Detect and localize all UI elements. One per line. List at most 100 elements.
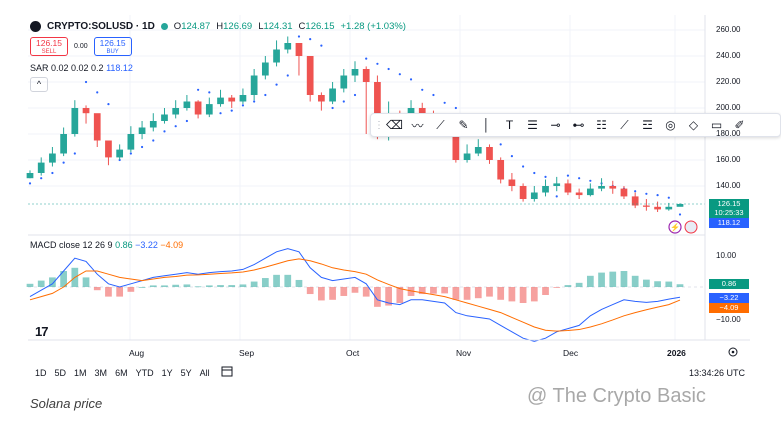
range-5d[interactable]: 5D: [54, 368, 67, 378]
histogram-bar: [564, 285, 572, 287]
candle-body: [452, 127, 460, 160]
path-icon[interactable]: ⟋: [620, 117, 629, 132]
histogram-bar: [654, 281, 661, 287]
histogram-bar: [486, 287, 493, 297]
range-3m[interactable]: 3M: [94, 368, 108, 378]
replay-icon[interactable]: [668, 220, 682, 234]
eraser-icon[interactable]: ⌫: [386, 118, 403, 132]
sar-dot: [432, 93, 435, 97]
comment-icon[interactable]: ▭: [710, 118, 723, 132]
pencil-icon[interactable]: ✐: [734, 118, 745, 132]
replay-icons[interactable]: ⚡: [668, 220, 698, 234]
candle-body: [306, 56, 314, 95]
sar-dot: [678, 213, 682, 216]
candle-body: [116, 149, 124, 158]
symbol-title[interactable]: CRYPTO:SOLUSD · 1D: [47, 21, 155, 32]
histogram-bar: [643, 279, 650, 287]
sar-dot: [667, 196, 670, 199]
range-1d[interactable]: 1D: [35, 368, 47, 378]
sar-dot: [264, 93, 267, 97]
histogram-bar: [261, 278, 269, 287]
candle-body: [598, 186, 605, 189]
histogram-bar: [362, 287, 370, 297]
histogram-bar: [598, 272, 605, 287]
sar-dot: [219, 112, 222, 115]
range-1m[interactable]: 1M: [74, 368, 87, 378]
sar-dot: [107, 103, 110, 106]
sar-dot: [376, 62, 379, 65]
horizontal-line-icon[interactable]: ⊷: [572, 118, 585, 132]
us-flag-icon[interactable]: [684, 220, 698, 234]
histogram-bar: [497, 287, 505, 300]
histogram-bar: [82, 277, 90, 287]
histogram-bar: [60, 271, 67, 287]
sar-label: SAR 0.02 0.02 0.2: [30, 63, 104, 73]
sar-dot: [208, 91, 211, 94]
collapse-legend-button[interactable]: ^: [30, 77, 48, 92]
sar-value: 118.12: [106, 63, 133, 73]
sar-dot: [28, 182, 32, 185]
open-value: 124.87: [181, 21, 211, 32]
polygon-icon[interactable]: ◇: [688, 118, 699, 132]
candle-body: [284, 43, 292, 50]
candle-body: [172, 108, 180, 115]
histogram-bar: [161, 285, 168, 287]
text-icon[interactable]: T: [505, 118, 514, 132]
histogram-bar: [542, 287, 549, 295]
macd-histogram: [26, 267, 684, 307]
sar-dot: [454, 106, 457, 110]
histogram-bar: [205, 285, 213, 287]
histogram-bar: [631, 275, 639, 287]
candle-body: [631, 196, 639, 206]
candle-body: [295, 43, 303, 56]
candle-body: [228, 97, 236, 102]
zigzag-icon[interactable]: 〰: [411, 118, 424, 133]
macd-legend[interactable]: MACD close 12 26 9 0.86 −3.22 −4.09: [30, 240, 183, 250]
sar-dot: [522, 165, 525, 168]
candle-body: [183, 101, 191, 108]
range-all[interactable]: All: [199, 368, 210, 378]
candle-body: [340, 75, 348, 89]
trend-line-icon[interactable]: ⟋: [436, 117, 445, 132]
circle-icon[interactable]: ◎: [665, 118, 676, 132]
tradingview-logo[interactable]: 17: [35, 324, 49, 339]
open-label: O: [173, 21, 182, 32]
spread-value: 0.00: [74, 43, 88, 50]
sar-dot: [73, 152, 76, 155]
signal-value: −4.09: [160, 240, 184, 250]
sar-dot: [533, 171, 536, 175]
range-1y[interactable]: 1Y: [161, 368, 173, 378]
histogram-bar: [463, 287, 471, 300]
candle-body: [486, 147, 493, 160]
range-ytd[interactable]: YTD: [135, 368, 154, 378]
sell-button[interactable]: 126.15 SELL: [30, 37, 68, 56]
candle-body: [542, 186, 549, 193]
histogram-bar: [418, 287, 426, 295]
brush-icon[interactable]: ✎: [458, 118, 469, 132]
signal-line-badge: −4.09: [709, 303, 749, 313]
vertical-line-icon[interactable]: │: [482, 118, 491, 132]
buy-label: BUY: [106, 49, 119, 55]
fib-icon[interactable]: ☰: [527, 118, 538, 132]
histogram-bar: [452, 287, 460, 300]
histogram-bar: [351, 287, 359, 293]
calendar-icon[interactable]: [221, 366, 233, 377]
market-status-icon: [160, 23, 168, 30]
horizontal-ray-icon[interactable]: ⊸: [550, 118, 561, 132]
histogram-bar: [407, 287, 415, 296]
sar-dot: [421, 88, 424, 91]
parallel-channel-icon[interactable]: ☷: [596, 118, 607, 132]
candle-body: [205, 104, 213, 115]
range-6m[interactable]: 6M: [115, 368, 128, 378]
range-5y[interactable]: 5Y: [180, 368, 192, 378]
histogram-bar: [385, 287, 392, 306]
candle-body: [127, 134, 135, 150]
settings-icon[interactable]: [728, 347, 738, 357]
sar-legend[interactable]: SAR 0.02 0.02 0.2 118.12: [30, 63, 133, 73]
buy-button[interactable]: 126.15 BUY: [93, 37, 132, 56]
utc-clock[interactable]: 13:34:26 UTC: [689, 368, 746, 378]
drag-handle-icon[interactable]: ⋮: [374, 119, 384, 131]
macd-line-badge: −3.22: [709, 293, 749, 303]
pitchfork-icon[interactable]: ☲: [642, 118, 653, 132]
